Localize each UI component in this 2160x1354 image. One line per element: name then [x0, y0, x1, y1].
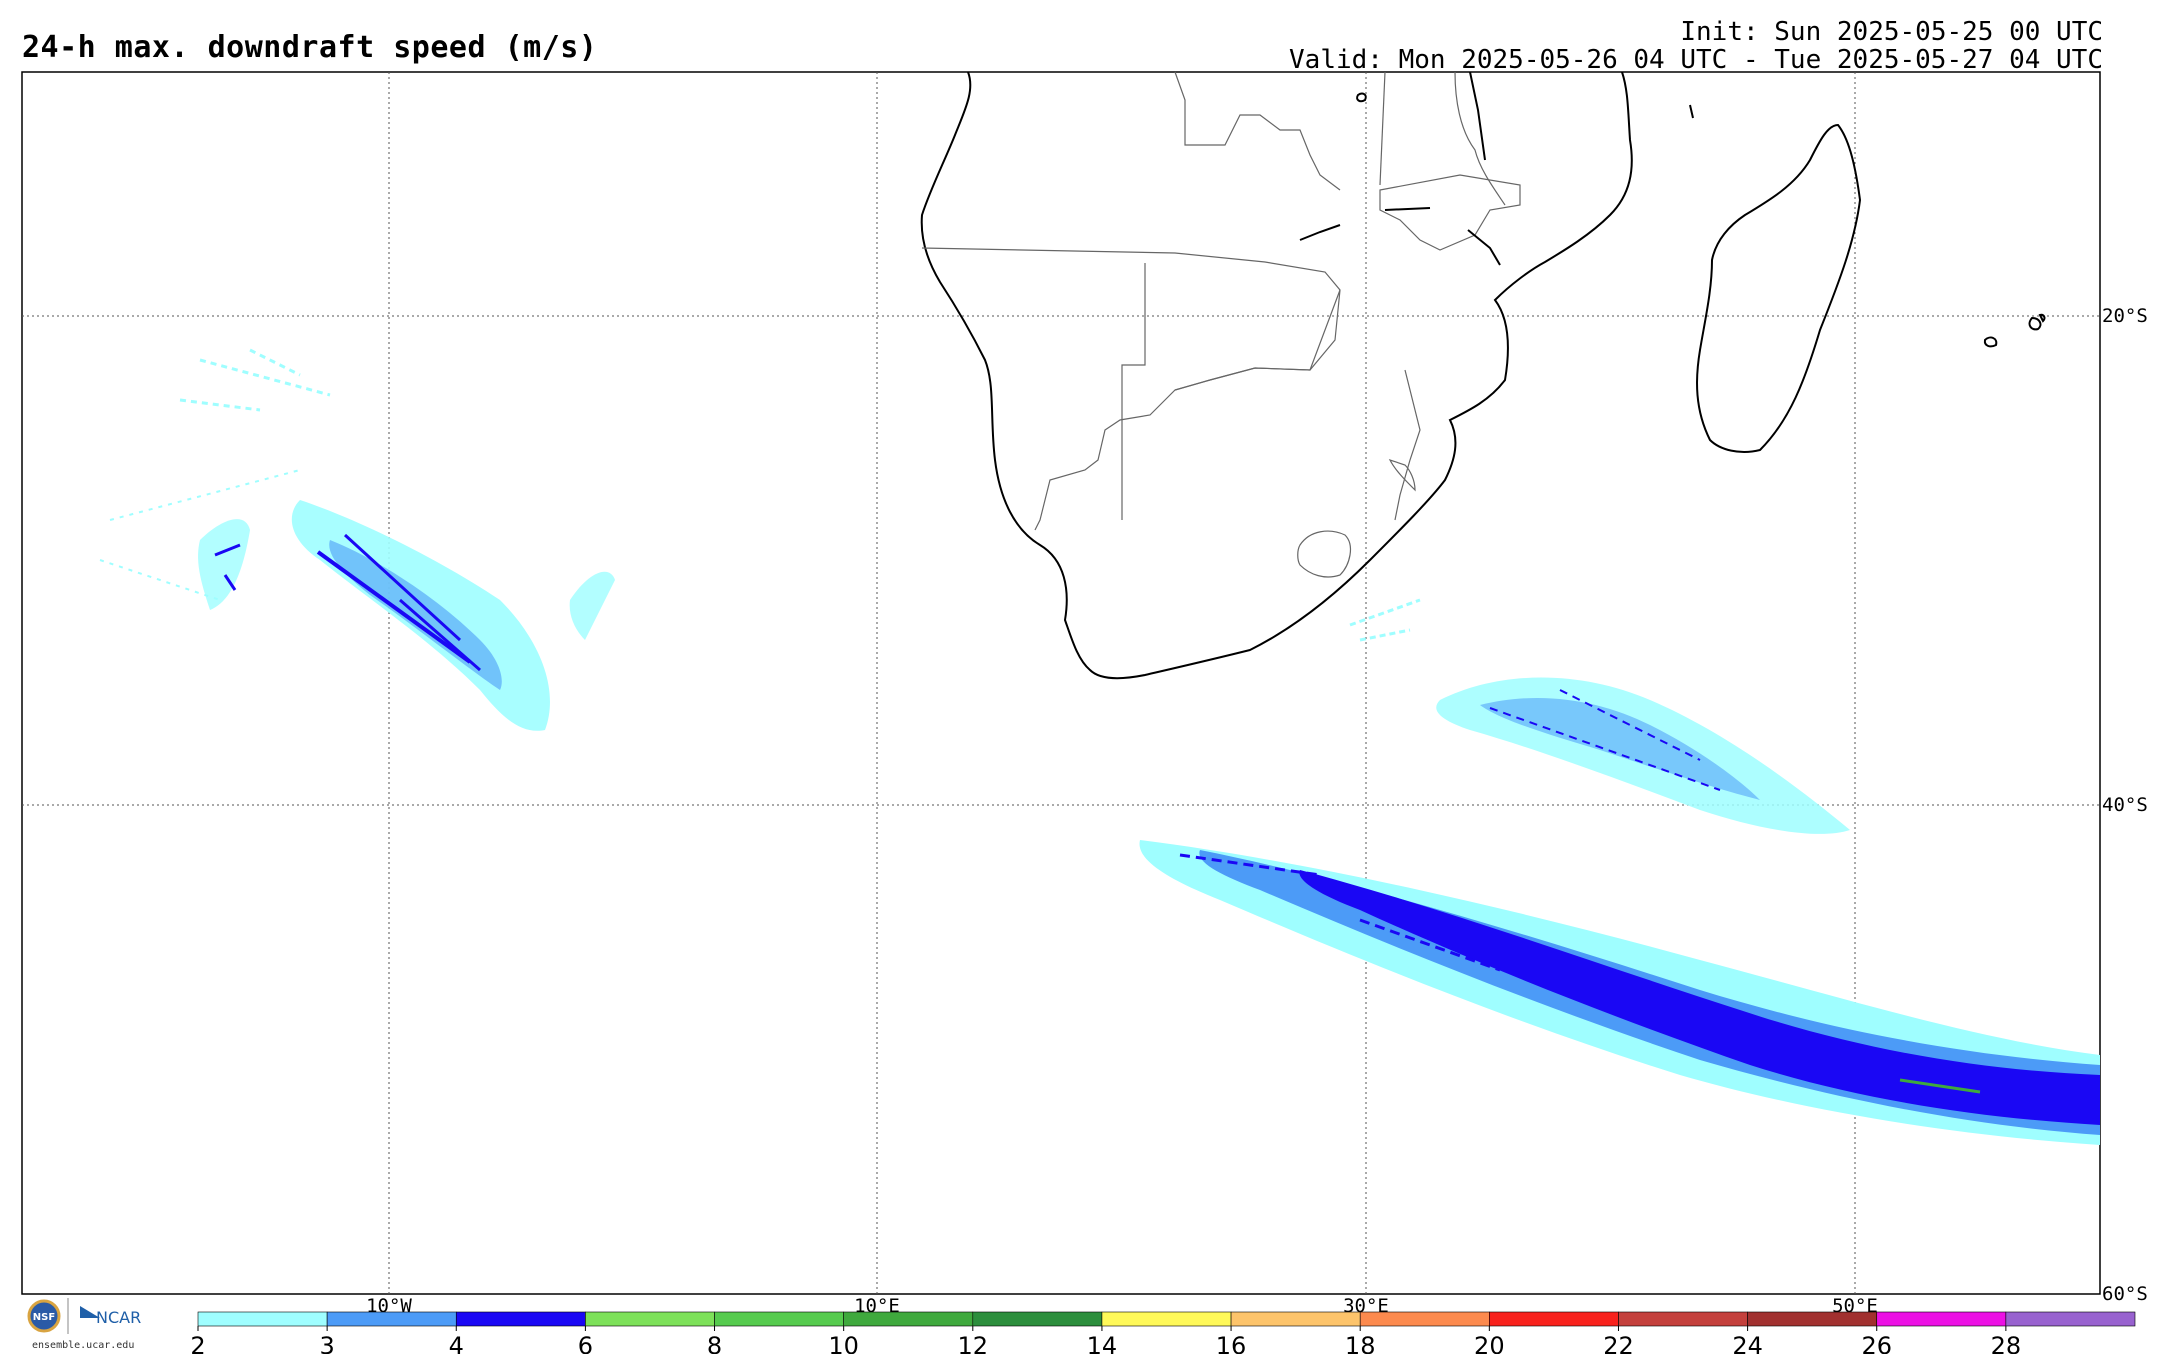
- colorbar-tick-label: 28: [1991, 1332, 2022, 1354]
- colorbar-swatch: [1101, 1311, 1232, 1327]
- colorbar-tick-label: 12: [958, 1332, 989, 1354]
- colorbar-tick-label: 4: [449, 1332, 464, 1354]
- nsf-logo-text: NSF: [33, 1312, 55, 1323]
- nsf-logo: NSF: [27, 1299, 61, 1333]
- lakes: [1299, 71, 2046, 348]
- colorbar-tick-label: 20: [1474, 1332, 1505, 1354]
- colorbar-swatch: [455, 1311, 586, 1327]
- colorbar-tick-label: 24: [1732, 1332, 1763, 1354]
- colorbar-swatch: [2005, 1311, 2136, 1327]
- downdraft-feature-south: [1139, 840, 2100, 1145]
- lon-label-10e: 10°E: [854, 1295, 900, 1317]
- colorbar-swatch: [197, 1311, 328, 1327]
- colorbar-tick-label: 2: [190, 1332, 205, 1354]
- lon-label-10w: 10°W: [366, 1295, 412, 1317]
- lat-label-60s: 60°S: [2102, 1283, 2148, 1305]
- run-times: Init: Sun 2025-05-25 00 UTC Valid: Mon 2…: [1289, 18, 2103, 74]
- colorbar-tick-label: 3: [319, 1332, 334, 1354]
- colorbar-tick-label: 18: [1345, 1332, 1376, 1354]
- init-time: Init: Sun 2025-05-25 00 UTC: [1680, 17, 2103, 47]
- africa-coastline: [920, 71, 1633, 680]
- lon-label-50e: 50°E: [1832, 1295, 1878, 1317]
- colorbar-swatch: [1747, 1311, 1878, 1327]
- colorbar-swatch: [1230, 1311, 1361, 1327]
- colorbar-swatch: [843, 1311, 974, 1327]
- colorbar-tick-label: 26: [1861, 1332, 1892, 1354]
- valid-time: Valid: Mon 2025-05-26 04 UTC - Tue 2025-…: [1289, 45, 2103, 75]
- colorbar-swatch: [714, 1311, 844, 1327]
- colorbar-swatch: [585, 1311, 715, 1327]
- colorbar: 2 3 4 6 8 10 12 14 16 18 20 22 24 26 28: [190, 1311, 2136, 1354]
- chart-title: 24-h max. downdraft speed (m/s): [22, 30, 598, 65]
- map-frame: [21, 71, 2101, 1295]
- graticule: [22, 72, 2100, 1294]
- colorbar-swatch: [1359, 1311, 1490, 1327]
- colorbar-swatch: [1489, 1311, 1619, 1327]
- colorbar-tick-label: 8: [707, 1332, 722, 1354]
- lat-label-40s: 40°S: [2102, 794, 2148, 816]
- colorbar-swatch: [1876, 1311, 2007, 1327]
- colorbar-tick-label: 6: [578, 1332, 593, 1354]
- lat-label-20s: 20°S: [2102, 305, 2148, 327]
- madagascar: [1696, 123, 1862, 453]
- colorbar-tick-label: 22: [1603, 1332, 1634, 1354]
- colorbar-swatch: [326, 1311, 457, 1327]
- downdraft-feature-west: [99, 348, 615, 731]
- colorbar-tick-label: 16: [1216, 1332, 1247, 1354]
- colorbar-swatch: [972, 1311, 1103, 1327]
- colorbar-tick-label: 14: [1087, 1332, 1118, 1354]
- ncar-logo: NCAR: [80, 1306, 141, 1327]
- lon-label-30e: 30°E: [1343, 1295, 1389, 1317]
- colorbar-swatch: [1618, 1311, 1748, 1327]
- downdraft-feature-mid: [1349, 598, 1850, 834]
- logo-url: ensemble.ucar.edu: [32, 1340, 134, 1351]
- colorbar-tick-label: 10: [828, 1332, 859, 1354]
- country-borders: [921, 71, 1521, 578]
- ncar-logo-text: NCAR: [96, 1308, 141, 1327]
